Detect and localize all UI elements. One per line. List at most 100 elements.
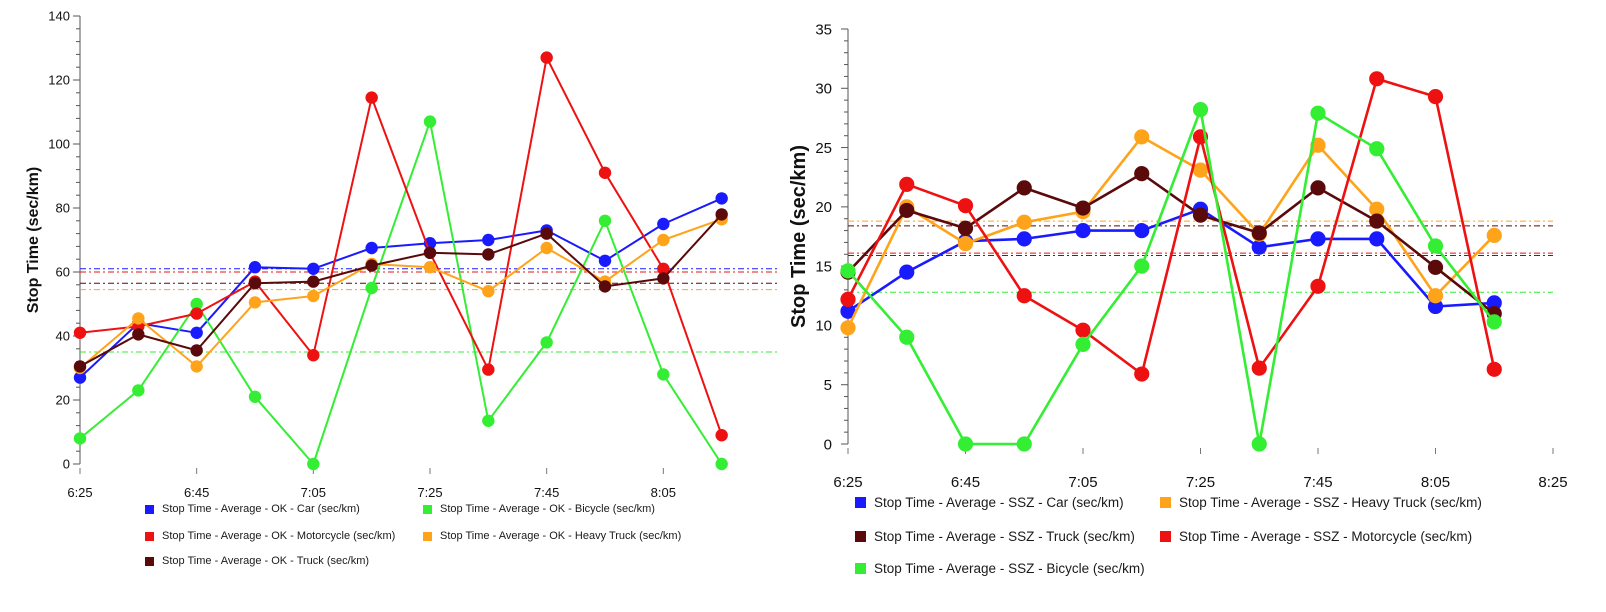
- left-legend-label: Stop Time - Average - OK - Motorcycle (s…: [162, 530, 396, 542]
- left-data-point: [482, 248, 495, 261]
- left-data-point: [190, 360, 203, 373]
- left-data-point: [73, 326, 87, 339]
- right-data-point: [1075, 222, 1091, 239]
- right-x-tick-label: 7:25: [1186, 474, 1215, 491]
- left-legend-item: Stop Time - Average - OK - Bicycle (sec/…: [423, 503, 655, 515]
- left-data-point: [540, 227, 553, 240]
- right-y-axis-title: Stop Time (sec/km): [788, 145, 810, 328]
- right-data-point: [1310, 105, 1326, 121]
- left-data-point: [423, 246, 437, 259]
- right-x-tick-label: 6:45: [951, 474, 980, 491]
- right-data-point: [840, 320, 856, 336]
- left-data-point: [190, 297, 203, 311]
- right-legend-item: Stop Time - Average - SSZ - Bicycle (sec…: [855, 561, 1145, 576]
- left-legend-label: Stop Time - Average - OK - Truck (sec/km…: [162, 555, 370, 567]
- right-data-point: [899, 176, 915, 192]
- right-data-point: [1427, 288, 1444, 304]
- left-data-point: [540, 241, 553, 255]
- left-data-point: [248, 296, 262, 309]
- left-y-tick-label: 120: [48, 73, 70, 88]
- right-data-point: [899, 329, 915, 345]
- right-legend-swatch: [855, 497, 866, 508]
- left-data-point: [482, 285, 495, 298]
- right-series-line-3: [846, 77, 1496, 376]
- left-data-point: [307, 349, 320, 362]
- right-data-point: [899, 202, 915, 219]
- left-series-line-2: [79, 56, 723, 436]
- left-data-point: [423, 261, 437, 274]
- left-y-tick-label: 0: [63, 457, 70, 472]
- right-data-point: [1251, 360, 1267, 376]
- left-y-tick-label: 60: [56, 265, 70, 280]
- right-series-line-4: [847, 108, 1496, 446]
- right-data-point: [1310, 180, 1326, 196]
- left-data-point: [598, 254, 612, 267]
- right-legend-item: Stop Time - Average - SSZ - Car (sec/km): [855, 495, 1124, 510]
- right-data-point: [1310, 231, 1326, 247]
- right-data-point: [1016, 180, 1032, 196]
- left-data-point: [190, 307, 203, 320]
- right-data-point: [1251, 225, 1267, 241]
- left-data-point: [657, 217, 670, 231]
- right-series-line-0: [847, 207, 1495, 313]
- left-data-point: [248, 390, 262, 403]
- right-data-point: [1310, 278, 1326, 294]
- left-legend-label: Stop Time - Average - OK - Car (sec/km): [162, 503, 360, 515]
- right-series-line-2: [847, 172, 1496, 315]
- right-data-point: [1075, 322, 1091, 338]
- right-data-point: [1192, 207, 1209, 223]
- left-y-tick-label: 20: [56, 393, 70, 408]
- right-data-point: [1427, 88, 1444, 105]
- right-data-point: [1075, 336, 1091, 352]
- right-legend-label: Stop Time - Average - SSZ - Heavy Truck …: [1179, 495, 1482, 510]
- right-y-tick-label: 0: [824, 436, 832, 453]
- right-data-point: [957, 236, 974, 252]
- left-data-point: [482, 414, 495, 427]
- right-data-point: [1134, 166, 1150, 182]
- left-data-point: [307, 289, 320, 303]
- left-data-point: [598, 166, 612, 179]
- left-legend-swatch: [145, 556, 154, 566]
- right-data-point: [1369, 231, 1385, 247]
- right-data-point: [1427, 259, 1444, 275]
- left-x-tick-label: 6:45: [184, 485, 209, 500]
- left-data-point: [365, 259, 378, 272]
- right-data-point: [957, 436, 974, 452]
- left-data-point: [190, 344, 203, 357]
- right-y-tick-label: 10: [815, 318, 832, 335]
- left-data-point: [715, 208, 728, 221]
- left-data-point: [307, 262, 320, 275]
- left-x-tick-label: 7:45: [534, 485, 559, 500]
- right-data-point: [1016, 231, 1032, 247]
- left-data-point: [73, 432, 87, 445]
- right-data-point: [1134, 222, 1150, 239]
- right-legend-label: Stop Time - Average - SSZ - Bicycle (sec…: [874, 561, 1145, 576]
- right-y-tick-label: 5: [824, 377, 832, 394]
- left-data-point: [190, 326, 203, 339]
- left-legend-item: Stop Time - Average - OK - Heavy Truck (…: [423, 530, 681, 542]
- left-y-tick-label: 100: [48, 137, 70, 152]
- left-y-tick-label: 80: [56, 201, 70, 216]
- left-data-point: [715, 429, 728, 442]
- right-legend-item: Stop Time - Average - SSZ - Truck (sec/k…: [855, 529, 1135, 544]
- left-data-point: [598, 214, 612, 227]
- right-series-line-1: [846, 135, 1496, 329]
- right-data-point: [1369, 141, 1385, 157]
- left-y-tick-label: 140: [48, 9, 70, 24]
- right-y-tick-label: 20: [815, 199, 832, 216]
- right-data-point: [1134, 366, 1150, 382]
- left-legend-item: Stop Time - Average - OK - Motorcycle (s…: [145, 530, 395, 542]
- left-y-tick-label: 40: [56, 329, 70, 344]
- left-series-line-1: [79, 120, 723, 465]
- left-data-point: [73, 371, 87, 384]
- right-legend-item: Stop Time - Average - SSZ - Motorcycle (…: [1160, 529, 1472, 544]
- right-data-point: [1251, 436, 1267, 452]
- right-y-tick-label: 35: [815, 21, 832, 38]
- left-data-point: [482, 233, 495, 247]
- right-legend-swatch: [855, 563, 866, 574]
- left-legend-item: Stop Time - Average - OK - Car (sec/km): [145, 503, 360, 515]
- right-legend-swatch: [1160, 497, 1171, 508]
- left-data-point: [715, 457, 728, 471]
- right-y-tick-label: 30: [815, 81, 832, 98]
- right-x-tick-label: 8:05: [1421, 474, 1450, 491]
